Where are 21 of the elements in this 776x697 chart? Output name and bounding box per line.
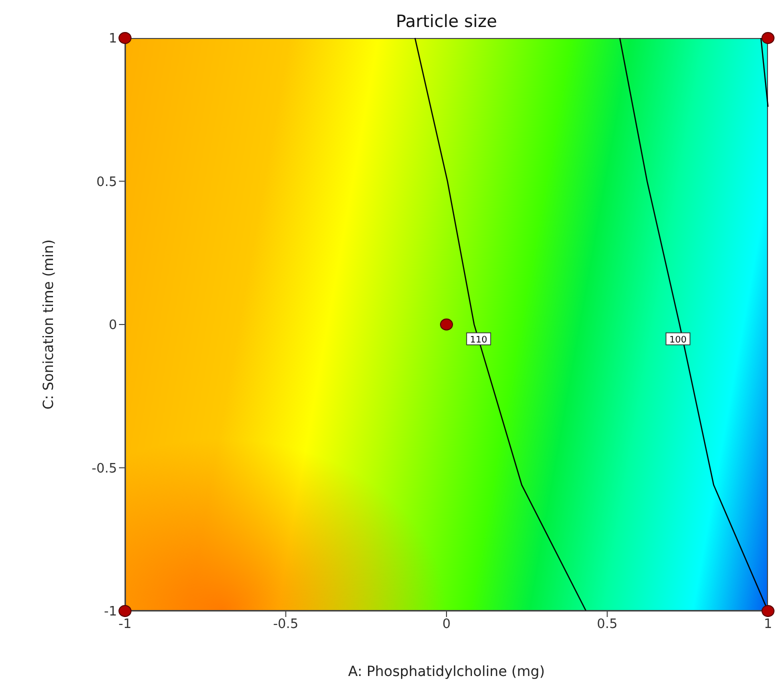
point — [118, 605, 132, 617]
y-tick-label: -0.5 — [92, 461, 117, 476]
x-tick-label: -1 — [118, 617, 132, 632]
y-tick-label: 0 — [108, 318, 117, 334]
y-axis-title: C: Sonication time (min) — [40, 239, 57, 410]
point — [118, 32, 132, 44]
x-tick-label: 0 — [442, 617, 451, 632]
annotation: 100 — [669, 335, 687, 346]
y-tick-label: 0.5 — [96, 174, 117, 190]
annotation: 110 — [470, 335, 488, 346]
x-tick-label: 0.5 — [596, 617, 618, 632]
x-tick-label: -0.5 — [273, 617, 298, 632]
point — [440, 318, 453, 330]
line-series — [414, 37, 587, 612]
point — [762, 605, 774, 617]
point — [762, 32, 774, 44]
y-tick-label: 1 — [108, 32, 117, 47]
y-tick-label: -1 — [104, 604, 117, 620]
x-axis-title: A: Phosphatidylcholine (mg) — [347, 664, 546, 680]
x-tick-label: 1 — [764, 617, 772, 632]
chart-title: Particle size — [394, 12, 498, 32]
